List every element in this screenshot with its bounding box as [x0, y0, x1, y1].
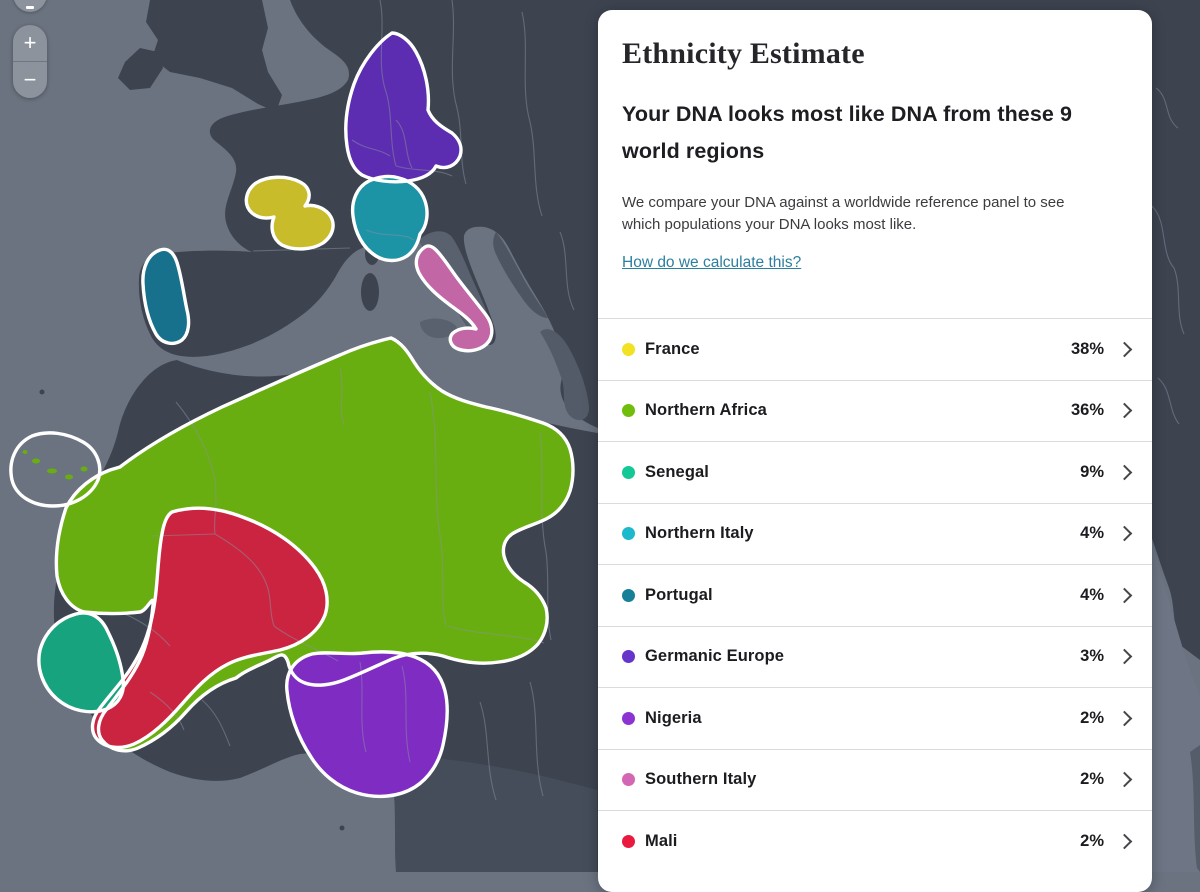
- region-color-dot: [622, 404, 635, 418]
- chevron-right-icon: [1116, 587, 1133, 604]
- chevron-right-icon: [1116, 710, 1133, 727]
- region-row[interactable]: Portugal 4%: [598, 564, 1152, 626]
- region-color-dot: [622, 465, 635, 479]
- panel-description: We compare your DNA against a worldwide …: [622, 194, 1065, 233]
- region-name: Senegal: [645, 462, 709, 481]
- region-color-dot: [622, 588, 635, 602]
- chevron-right-icon: [1116, 341, 1133, 358]
- region-name: Nigeria: [645, 708, 702, 727]
- map-country-borders: [119, 0, 1185, 801]
- map-land-sicily: [420, 318, 458, 339]
- region-color-dot: [622, 711, 635, 725]
- map-land-gulf-east: [300, 752, 597, 872]
- region-name: France: [645, 339, 700, 358]
- region-row[interactable]: Northern Italy 4%: [598, 502, 1152, 564]
- region-color-dot: [622, 650, 635, 664]
- chevron-right-icon: [1116, 648, 1133, 665]
- map-land-ireland: [118, 48, 163, 90]
- region-name: Germanic Europe: [645, 647, 785, 666]
- region-row[interactable]: Northern Africa 36%: [598, 379, 1152, 441]
- region-percent: 2%: [1080, 770, 1104, 789]
- region-name: Mali: [645, 831, 678, 850]
- region-row[interactable]: Mali 2%: [598, 810, 1152, 872]
- how-calculate-link[interactable]: How do we calculate this?: [622, 254, 802, 271]
- zoom-in-button[interactable]: +: [13, 25, 47, 61]
- region-percent: 9%: [1080, 462, 1104, 481]
- region-row[interactable]: Nigeria 2%: [598, 687, 1152, 749]
- zoom-control-divider: [13, 61, 47, 62]
- region-percent: 2%: [1080, 831, 1104, 850]
- panel-title: Ethnicity Estimate: [622, 37, 865, 70]
- map-zoom-control: + −: [13, 25, 47, 98]
- map-land-greece: [540, 329, 590, 421]
- panel-heading: Your DNA looks most like DNA from these …: [622, 102, 1073, 163]
- zoom-out-button[interactable]: −: [13, 62, 47, 98]
- region-row[interactable]: Germanic Europe 3%: [598, 625, 1152, 687]
- map-island-sardinia: [361, 273, 379, 311]
- map-recenter-button[interactable]: [13, 0, 47, 12]
- region-list: France 38% Northern Africa 36% Senegal 9…: [598, 318, 1152, 872]
- region-name: Northern Italy: [645, 524, 754, 543]
- map-island-balearic-1: [288, 293, 300, 299]
- region-percent: 2%: [1080, 708, 1104, 727]
- ethnicity-panel: Ethnicity Estimate Your DNA looks most l…: [598, 10, 1152, 892]
- region-percent: 36%: [1070, 401, 1104, 420]
- chevron-right-icon: [1116, 833, 1133, 850]
- chevron-right-icon: [1116, 402, 1133, 419]
- region-color-dot: [622, 834, 635, 848]
- region-row[interactable]: Senegal 9%: [598, 441, 1152, 503]
- region-color-dot: [622, 342, 635, 356]
- map-island-gulf: [339, 825, 345, 831]
- map-canary-islands: [22, 450, 88, 480]
- ethnicity-estimate-page: + − Ethnicity Estimate Your DNA looks mo…: [9, 0, 1200, 892]
- chevron-right-icon: [1116, 771, 1133, 788]
- map-land-arabia: [1190, 745, 1200, 872]
- map-land-croatia: [493, 232, 548, 318]
- region-row[interactable]: France 38%: [598, 318, 1152, 380]
- region-color-dot: [622, 527, 635, 541]
- region-name: Southern Italy: [645, 770, 757, 789]
- region-name: Portugal: [645, 585, 713, 604]
- region-percent: 4%: [1080, 585, 1104, 604]
- chevron-right-icon: [1116, 464, 1133, 481]
- map-land-britain: [146, 0, 282, 112]
- region-color-dot: [622, 773, 635, 787]
- region-row[interactable]: Southern Italy 2%: [598, 748, 1152, 810]
- map-island-madeira: [39, 389, 45, 395]
- region-percent: 4%: [1080, 524, 1104, 543]
- chevron-right-icon: [1116, 525, 1133, 542]
- region-name: Northern Africa: [645, 401, 767, 420]
- region-percent: 38%: [1070, 339, 1104, 358]
- region-percent: 3%: [1080, 647, 1104, 666]
- map-island-balearic-2: [306, 289, 316, 295]
- panel-header: Ethnicity Estimate Your DNA looks most l…: [598, 36, 1152, 272]
